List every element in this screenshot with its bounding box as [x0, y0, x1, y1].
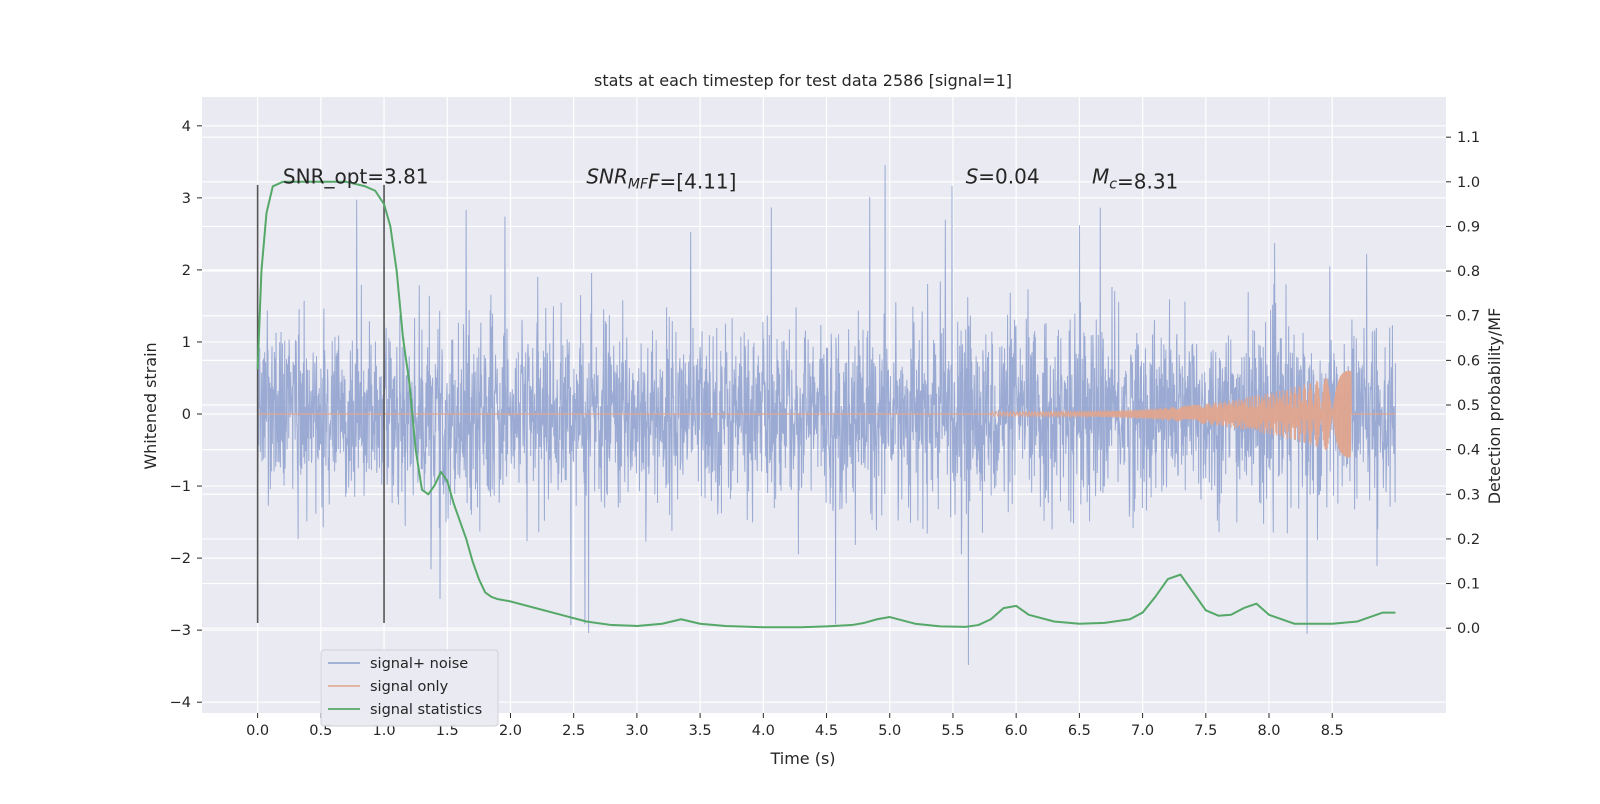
- y-right-tick-label: 0.5: [1457, 398, 1480, 414]
- x-tick-label: 7.5: [1194, 723, 1217, 739]
- y-left-tick-label: 3: [182, 191, 191, 207]
- vertical-markers: [256, 184, 385, 623]
- y-right-tick-label: 0.9: [1457, 219, 1480, 235]
- y-left-tick-label: 4: [182, 119, 191, 135]
- legend-entry-signal-only: signal only: [370, 679, 449, 695]
- y-left-tick-label: −1: [170, 479, 191, 495]
- y-right-tick-label: 0.2: [1457, 532, 1480, 548]
- signal-statistics-line: [256, 180, 1396, 629]
- legend: signal+ noise signal only signal statist…: [320, 649, 499, 727]
- x-tick-label: 7.0: [1131, 723, 1154, 739]
- y-right-tick-label: 0.0: [1457, 621, 1480, 637]
- legend-entry-signal-statistics: signal statistics: [370, 702, 482, 718]
- y-left-tick-label: −2: [170, 551, 191, 567]
- y-right-tick-label: 0.3: [1457, 487, 1480, 503]
- annotation-2: S=0.04: [966, 164, 1040, 188]
- x-tick-label: 4.0: [752, 723, 775, 739]
- y-left-tick-label: 1: [182, 335, 191, 351]
- y-right-tick-label: 1.0: [1457, 175, 1480, 191]
- signal-only-line: [257, 370, 1396, 458]
- x-tick-label: 6.5: [1068, 723, 1091, 739]
- x-tick-label: 5.0: [878, 723, 901, 739]
- annotations: SNR_opt=3.81 SNRMFF=[4.11] S=0.04 Mc=8.31: [283, 164, 1178, 193]
- y-axis-left-label: Whitened strain: [141, 342, 160, 469]
- y-left-tick-label: −3: [170, 623, 191, 639]
- signal-only-series: [257, 370, 1396, 458]
- x-tick-label: 2.5: [562, 723, 585, 739]
- x-tick-label: 2.0: [499, 723, 522, 739]
- x-tick-label: 3.0: [625, 723, 648, 739]
- x-tick-label: 6.0: [1005, 723, 1028, 739]
- x-tick-label: 0.5: [309, 723, 332, 739]
- y-right-tick-label: 1.1: [1457, 130, 1480, 146]
- legend-box: [320, 649, 499, 727]
- y-right-tick-label: 0.6: [1457, 353, 1480, 369]
- y-axis-right-label: Detection probability/MF: [1485, 308, 1504, 505]
- signal-noise-series: [257, 165, 1396, 665]
- annotation-3: Mc=8.31: [1092, 164, 1178, 193]
- legend-entry-signal-noise: signal+ noise: [370, 656, 468, 672]
- y-left-tick-label: 0: [182, 407, 191, 423]
- x-tick-label: 0.0: [246, 723, 269, 739]
- x-tick-label: 3.5: [689, 723, 712, 739]
- y-right-tick-label: 0.1: [1457, 577, 1480, 593]
- y-left-tick-label: −4: [170, 695, 191, 711]
- y-right-tick-label: 0.7: [1457, 309, 1480, 325]
- chart-title: stats at each timestep for test data 258…: [594, 71, 1012, 90]
- y-left-tick-label: 2: [182, 263, 191, 279]
- x-tick-label: 5.5: [941, 723, 964, 739]
- y-right-tick-label: 0.8: [1457, 264, 1480, 280]
- x-axis-label: Time (s): [769, 749, 835, 768]
- x-tick-label: 1.0: [373, 723, 396, 739]
- signal-noise-line: [257, 165, 1396, 665]
- signal-statistics-series: [256, 180, 1396, 629]
- x-tick-label: 4.5: [815, 723, 838, 739]
- y-right-tick-label: 0.4: [1457, 443, 1480, 459]
- x-tick-label: 1.5: [436, 723, 459, 739]
- x-tick-label: 8.0: [1257, 723, 1280, 739]
- x-tick-label: 8.5: [1321, 723, 1344, 739]
- axis-ticks: 0.0 0.5 1.0 1.5 2.0 2.5 3.0 3.5 4.0 4.5 5.0 5.5 6.0 6…: [170, 119, 1480, 739]
- annotation-0: SNR_opt=3.81: [283, 164, 429, 188]
- annotation-1: SNRMFF=[4.11]: [586, 164, 736, 193]
